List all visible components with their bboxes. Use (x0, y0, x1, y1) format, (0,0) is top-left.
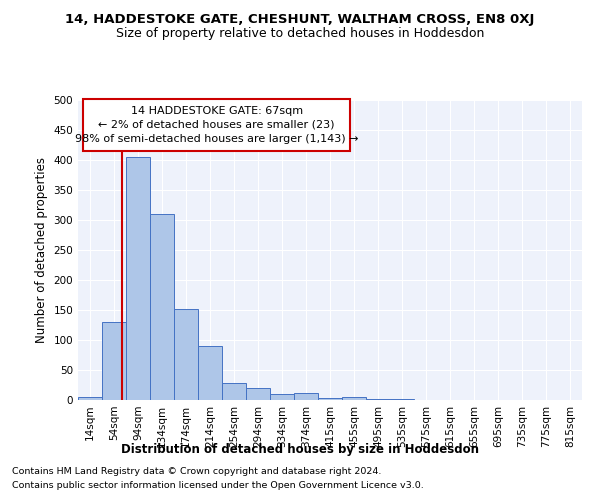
Text: Size of property relative to detached houses in Hoddesdon: Size of property relative to detached ho… (116, 28, 484, 40)
Text: Distribution of detached houses by size in Hoddesdon: Distribution of detached houses by size … (121, 442, 479, 456)
Y-axis label: Number of detached properties: Number of detached properties (35, 157, 48, 343)
Bar (198, 346, 222, 400)
Text: 14, HADDESTOKE GATE, CHESHUNT, WALTHAM CROSS, EN8 0XJ: 14, HADDESTOKE GATE, CHESHUNT, WALTHAM C… (65, 12, 535, 26)
Text: Contains HM Land Registry data © Crown copyright and database right 2024.: Contains HM Land Registry data © Crown c… (12, 468, 382, 476)
Bar (174, 309, 198, 400)
Bar (366, 399, 390, 400)
Bar (102, 322, 126, 400)
Bar (150, 214, 174, 400)
Text: 14 HADDESTOKE GATE: 67sqm
← 2% of detached houses are smaller (23)
98% of semi-d: 14 HADDESTOKE GATE: 67sqm ← 2% of detach… (75, 106, 358, 144)
Text: Contains public sector information licensed under the Open Government Licence v3: Contains public sector information licen… (12, 481, 424, 490)
Bar (270, 394, 294, 400)
Bar (246, 388, 270, 400)
Bar (222, 383, 246, 400)
Bar (342, 397, 366, 400)
FancyBboxPatch shape (83, 98, 350, 151)
Bar (78, 397, 102, 400)
Bar (294, 394, 318, 400)
Bar (318, 398, 342, 400)
Bar (126, 157, 150, 400)
